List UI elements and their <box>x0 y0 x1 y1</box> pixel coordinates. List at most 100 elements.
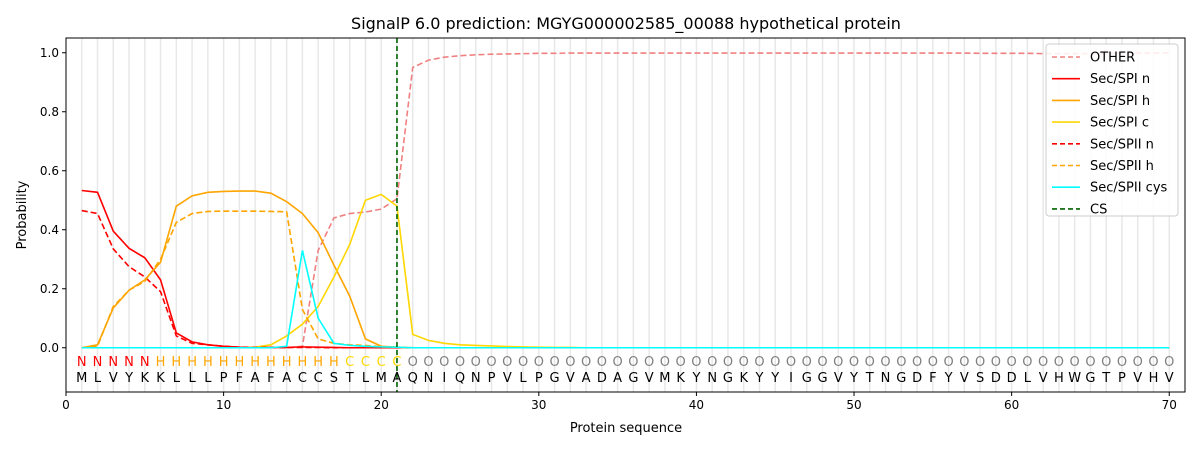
region-label: O <box>518 355 528 370</box>
region-label: C <box>361 355 370 370</box>
residue-label: A <box>393 371 402 386</box>
region-label: O <box>581 355 591 370</box>
residue-label: A <box>582 371 591 386</box>
region-label: O <box>486 355 496 370</box>
region-label: O <box>928 355 938 370</box>
residue-label: F <box>267 371 274 386</box>
residue-label: V <box>109 371 118 386</box>
region-label: H <box>250 355 260 370</box>
region-label: O <box>1070 355 1080 370</box>
region-label: O <box>896 355 906 370</box>
region-label: O <box>549 355 559 370</box>
series-line-other <box>81 51 1170 349</box>
region-label: O <box>502 355 512 370</box>
residue-label: V <box>1133 371 1142 386</box>
residue-label: T <box>1101 371 1110 386</box>
region-label: O <box>1164 355 1174 370</box>
region-label: O <box>408 355 418 370</box>
region-label: H <box>203 355 213 370</box>
x-axis-label: Protein sequence <box>570 421 682 436</box>
region-label: O <box>613 355 623 370</box>
residue-label: L <box>173 371 181 386</box>
x-tick-label: 40 <box>689 398 704 412</box>
region-label: O <box>1101 355 1111 370</box>
residue-label: A <box>282 371 291 386</box>
residue-label: G <box>628 371 638 386</box>
x-tick-label: 0 <box>62 398 70 412</box>
legend-label: Sec/SPII h <box>1090 159 1154 174</box>
residue-label: G <box>1085 371 1095 386</box>
residue-label: M <box>376 371 387 386</box>
region-label: C <box>377 355 386 370</box>
y-tick-label: 0.0 <box>40 341 59 355</box>
residue-label: Y <box>770 371 779 386</box>
residue-label: C <box>298 371 307 386</box>
residue-label: K <box>739 371 748 386</box>
residue-label: L <box>188 371 196 386</box>
legend-label: Sec/SPI c <box>1090 116 1149 131</box>
residue-label: K <box>141 371 150 386</box>
plot-frame <box>65 37 1186 393</box>
region-label: O <box>534 355 544 370</box>
x-tick-label: 30 <box>531 398 546 412</box>
legend-label: Sec/SPII cys <box>1090 181 1168 196</box>
region-label: O <box>1117 355 1127 370</box>
residue-label: Y <box>849 371 858 386</box>
region-label: H <box>171 355 181 370</box>
legend-label: Sec/SPI h <box>1090 94 1150 109</box>
legend-label: OTHER <box>1090 51 1135 66</box>
residue-label: K <box>676 371 685 386</box>
x-tick-label: 10 <box>216 398 231 412</box>
region-label: O <box>1022 355 1032 370</box>
region-label: O <box>628 355 638 370</box>
residue-label: N <box>881 371 891 386</box>
region-label: O <box>707 355 717 370</box>
region-label: O <box>691 355 701 370</box>
region-label: H <box>187 355 197 370</box>
region-label: O <box>849 355 859 370</box>
region-label: O <box>1054 355 1064 370</box>
region-label: O <box>565 355 575 370</box>
residue-label: S <box>976 371 984 386</box>
residue-label: V <box>1039 371 1048 386</box>
residue-label: G <box>896 371 906 386</box>
region-label: H <box>313 355 323 370</box>
residue-label: Y <box>124 371 133 386</box>
y-tick-label: 0.6 <box>40 164 59 178</box>
y-tick-label: 0.8 <box>40 105 59 119</box>
region-label: O <box>817 355 827 370</box>
x-tick-label: 60 <box>1004 398 1019 412</box>
residue-label: V <box>834 371 843 386</box>
residue-label: A <box>251 371 260 386</box>
x-tick-label: 20 <box>374 398 389 412</box>
residue-label: W <box>1068 371 1081 386</box>
region-label: H <box>282 355 292 370</box>
series-line-sec-spi-c <box>81 193 1170 349</box>
residue-label: L <box>1024 371 1032 386</box>
region-label: O <box>644 355 654 370</box>
residue-label: N <box>424 371 434 386</box>
legend-label: Sec/SPII n <box>1090 137 1154 152</box>
residue-label: M <box>659 371 670 386</box>
residue-label: P <box>535 371 543 386</box>
y-tick-label: 0.2 <box>40 282 59 296</box>
region-label: O <box>786 355 796 370</box>
region-label: O <box>959 355 969 370</box>
x-tick-label: 70 <box>1162 398 1177 412</box>
residue-label: G <box>550 371 560 386</box>
residue-label: Y <box>944 371 953 386</box>
region-label: O <box>660 355 670 370</box>
residue-label: G <box>802 371 812 386</box>
residue-label: V <box>1165 371 1174 386</box>
region-label: H <box>298 355 308 370</box>
residue-label: L <box>204 371 212 386</box>
region-label: O <box>943 355 953 370</box>
residue-label: T <box>345 371 354 386</box>
residue-label: L <box>362 371 370 386</box>
region-label: N <box>140 355 150 370</box>
series-line-sec-spii-cys <box>81 250 1170 349</box>
x-tick-label: 50 <box>846 398 861 412</box>
residue-label: D <box>991 371 1001 386</box>
series-line-sec-spii-n <box>81 209 1170 349</box>
residue-label: Q <box>408 371 418 386</box>
